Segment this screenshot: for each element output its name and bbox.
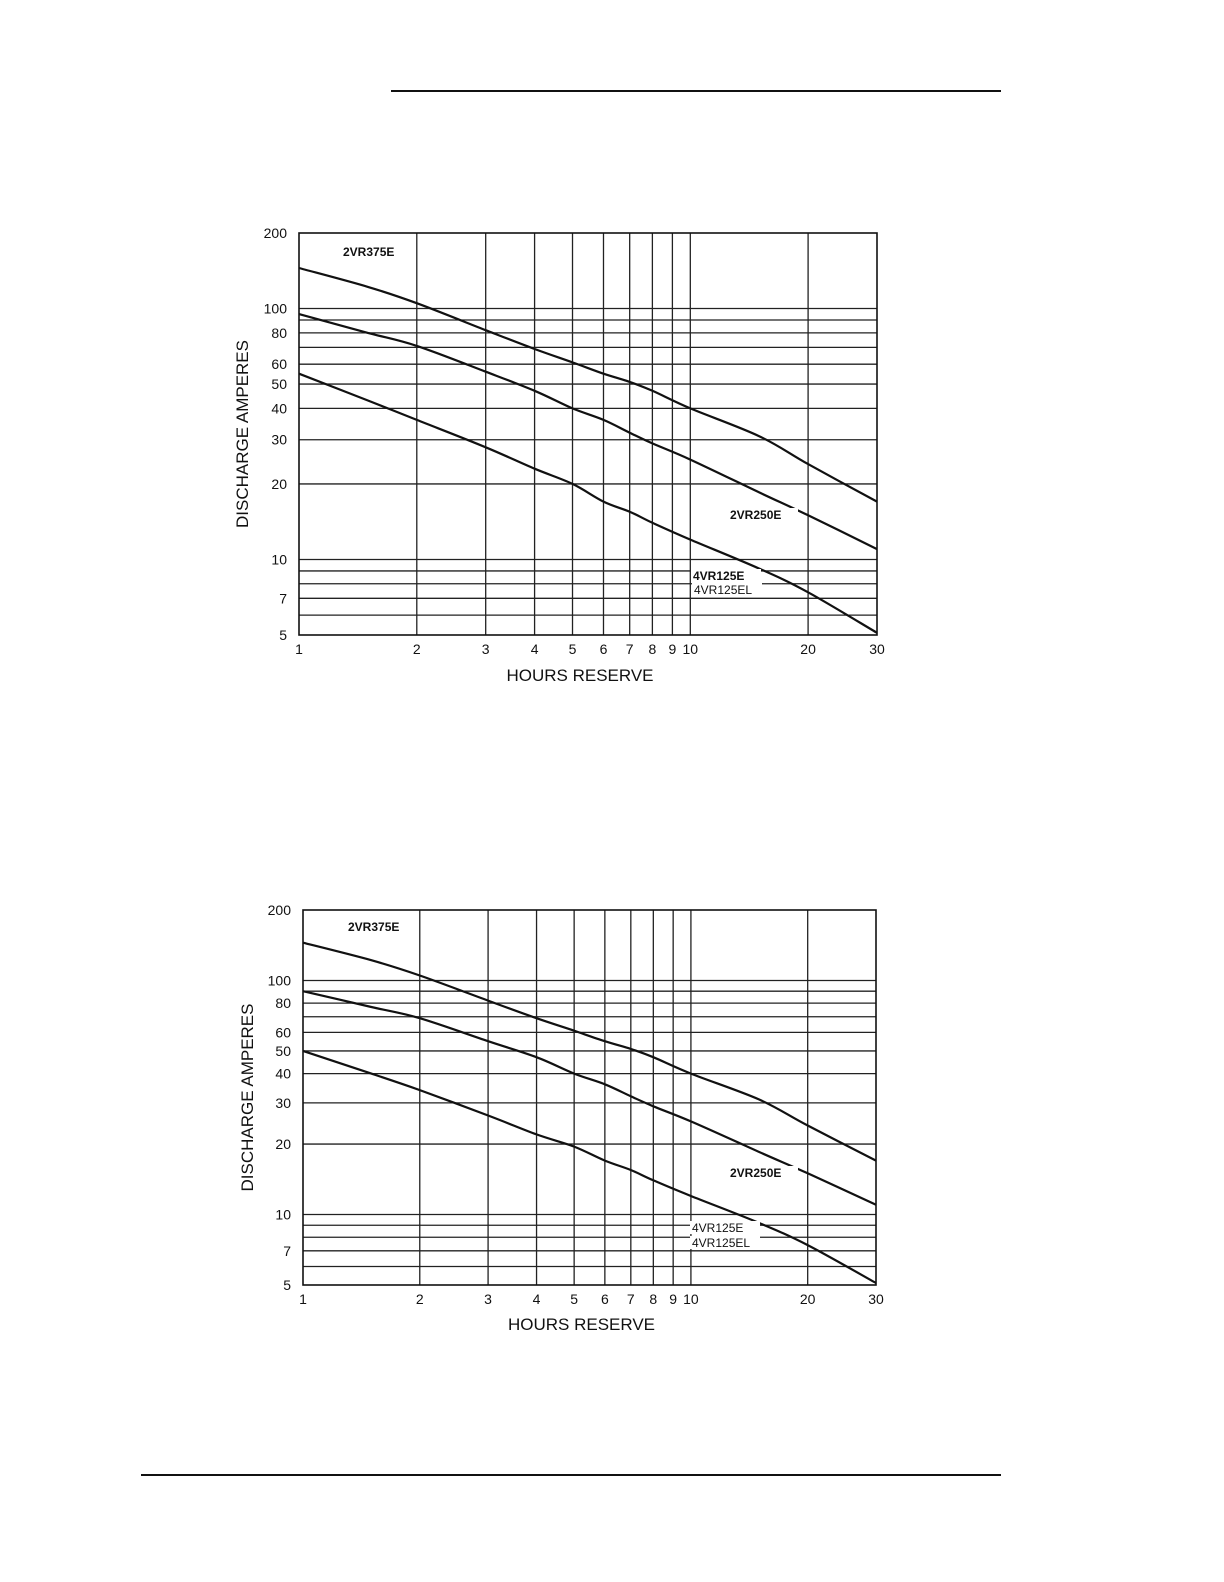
y-tick-label: 200 bbox=[268, 902, 292, 918]
x-tick-label: 5 bbox=[569, 641, 577, 657]
x-tick-label: 1 bbox=[299, 1291, 307, 1307]
series-label-4vr125el: 4VR125EL bbox=[694, 583, 752, 597]
series-label-2vr250e: 2VR250E bbox=[730, 1166, 781, 1180]
series-line-2vr375e bbox=[298, 266, 878, 503]
y-tick-label: 60 bbox=[271, 356, 287, 372]
x-tick-label: 10 bbox=[683, 1291, 699, 1307]
header-rule bbox=[391, 90, 1001, 92]
x-tick-label: 1 bbox=[295, 641, 303, 657]
x-tick-label: 6 bbox=[600, 641, 608, 657]
x-tick-label: 5 bbox=[570, 1291, 578, 1307]
plot-frame bbox=[298, 232, 878, 636]
x-tick-label: 8 bbox=[649, 1291, 657, 1307]
x-tick-label: 30 bbox=[868, 1291, 884, 1307]
x-tick-label: 3 bbox=[482, 641, 490, 657]
y-tick-label: 60 bbox=[275, 1024, 291, 1040]
series-label-4vr125el: 4VR125EL bbox=[692, 1236, 750, 1250]
x-tick-label: 4 bbox=[531, 641, 539, 657]
series-label-background bbox=[346, 920, 416, 933]
series-line-2vr250e bbox=[298, 313, 878, 551]
x-tick-label: 7 bbox=[627, 1291, 635, 1307]
series-line-2vr375e bbox=[302, 941, 877, 1162]
y-tick-label: 40 bbox=[271, 400, 287, 416]
y-tick-label: 10 bbox=[271, 551, 287, 567]
y-tick-label: 7 bbox=[283, 1243, 291, 1259]
x-axis-label: HOURS RESERVE bbox=[508, 1315, 655, 1334]
y-tick-label: 50 bbox=[271, 376, 287, 392]
y-tick-label: 20 bbox=[275, 1136, 291, 1152]
x-tick-label: 8 bbox=[648, 641, 656, 657]
x-tick-label: 9 bbox=[668, 641, 676, 657]
series-label-2vr375e: 2VR375E bbox=[343, 245, 394, 259]
discharge-chart-top: 1 2 3 4 5 6 7 8 9 10 20 305710203040506080100200HOU… bbox=[233, 225, 885, 685]
plot-frame bbox=[302, 909, 877, 1286]
x-tick-label: 20 bbox=[800, 641, 816, 657]
series-label-4vr125e: 4VR125E bbox=[692, 1221, 743, 1235]
footer-rule bbox=[141, 1474, 1001, 1476]
y-tick-label: 7 bbox=[279, 590, 287, 606]
y-tick-label: 80 bbox=[271, 325, 287, 341]
y-tick-label: 50 bbox=[275, 1043, 291, 1059]
series-line-2vr250e bbox=[302, 990, 877, 1206]
x-axis-label: HOURS RESERVE bbox=[506, 666, 653, 685]
y-tick-label: 200 bbox=[264, 225, 288, 241]
y-axis-label: DISCHARGE AMPERES bbox=[238, 1004, 257, 1192]
y-tick-label: 80 bbox=[275, 995, 291, 1011]
y-tick-label: 100 bbox=[264, 301, 288, 317]
series-label-background bbox=[728, 1166, 798, 1179]
series-label-background bbox=[692, 583, 762, 596]
series-label-background bbox=[341, 245, 411, 258]
x-tick-label: 30 bbox=[869, 641, 885, 657]
x-tick-label: 10 bbox=[683, 641, 699, 657]
series-label-4vr125e: 4VR125E bbox=[693, 569, 744, 583]
x-tick-label: 9 bbox=[669, 1291, 677, 1307]
x-tick-label: 3 bbox=[484, 1291, 492, 1307]
y-tick-label: 100 bbox=[268, 972, 292, 988]
y-tick-label: 20 bbox=[271, 476, 287, 492]
x-tick-label: 6 bbox=[601, 1291, 609, 1307]
y-tick-label: 10 bbox=[275, 1207, 291, 1223]
series-label-background bbox=[691, 569, 761, 582]
x-tick-label: 2 bbox=[413, 641, 421, 657]
y-axis-label: DISCHARGE AMPERES bbox=[233, 340, 252, 528]
series-label-background bbox=[728, 508, 798, 521]
x-tick-label: 2 bbox=[416, 1291, 424, 1307]
series-label-2vr375e: 2VR375E bbox=[348, 920, 399, 934]
series-label-2vr250e: 2VR250E bbox=[730, 508, 781, 522]
y-tick-label: 5 bbox=[279, 627, 287, 643]
x-tick-label: 20 bbox=[800, 1291, 816, 1307]
y-tick-label: 40 bbox=[275, 1066, 291, 1082]
y-tick-label: 30 bbox=[271, 432, 287, 448]
series-line-4vr125e bbox=[298, 372, 878, 634]
series-label-background bbox=[690, 1221, 760, 1234]
x-tick-label: 7 bbox=[626, 641, 634, 657]
series-label-background bbox=[690, 1236, 760, 1249]
y-tick-label: 5 bbox=[283, 1277, 291, 1293]
x-tick-label: 4 bbox=[533, 1291, 541, 1307]
y-tick-label: 30 bbox=[275, 1095, 291, 1111]
